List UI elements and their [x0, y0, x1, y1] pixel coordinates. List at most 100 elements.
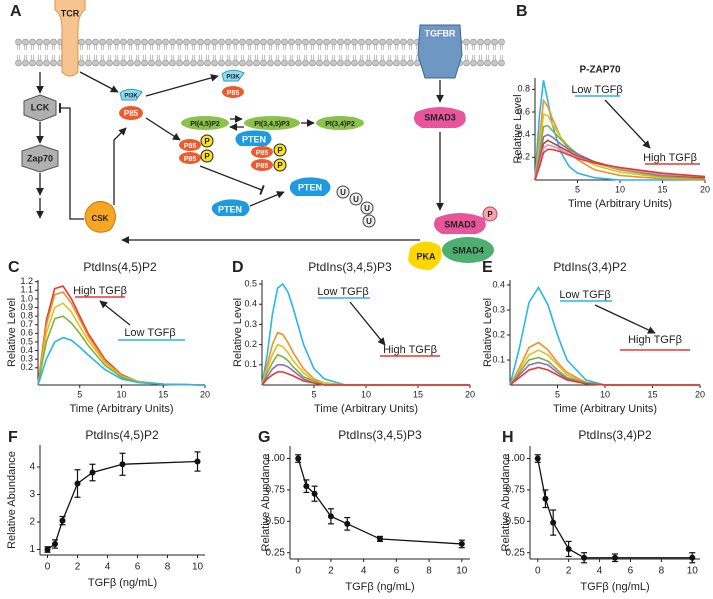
series-line — [509, 361, 700, 386]
annotation: High TGFβ — [383, 344, 437, 356]
node-label: PI3K — [226, 75, 240, 81]
x-tick-label: 20 — [700, 184, 710, 194]
y-tick-label: 1.00 — [266, 453, 286, 464]
y-tick-label: 0.75 — [506, 485, 526, 496]
x-tick-label: 4 — [361, 566, 367, 577]
x-tick-label: 10 — [116, 389, 126, 399]
series-line — [37, 285, 206, 386]
node-label: PI(3,4,5)P3 — [254, 121, 290, 128]
y-axis-label: Relative Abundance — [260, 454, 272, 552]
diagram: A TCR LCK Zap70 CSK PI3K P85 PI3K P85 PI… — [10, 0, 505, 270]
y-tick-label: 0.3 — [244, 319, 257, 329]
data-point — [377, 535, 383, 542]
arrow — [145, 74, 219, 97]
node-label: PTEN — [242, 134, 266, 144]
annotation: Low TGFβ — [317, 286, 368, 298]
node-label: U — [353, 195, 359, 204]
panel-label: G — [258, 429, 270, 446]
node-label: P85 — [227, 90, 240, 97]
y-tick-label: 0.4 — [20, 345, 33, 355]
inhibit — [199, 165, 265, 195]
series-line — [534, 80, 705, 181]
y-axis-label: Relative Abundance — [500, 454, 512, 552]
series-line — [509, 356, 700, 386]
x-tick-label: 6 — [394, 566, 400, 577]
data-point — [295, 455, 302, 462]
node-label: PKA — [416, 251, 436, 261]
y-tick-label: 1 — [29, 544, 35, 555]
node-label: TCR — [61, 8, 80, 18]
y-tick-label: 0.2 — [244, 339, 257, 349]
y-tick-label: 0.2 — [517, 152, 530, 162]
series-line — [534, 113, 706, 181]
chart: B P-ZAP70 Relative Level Time (Arbitrary Un… — [512, 3, 710, 210]
pten — [289, 177, 331, 196]
annotation-arrow — [594, 304, 656, 334]
x-tick-label: 20 — [200, 389, 210, 399]
phospho — [200, 134, 214, 148]
phospho — [273, 158, 287, 172]
y-tick-label: 1.1 — [20, 285, 33, 295]
annotation: High TGFβ — [73, 285, 127, 297]
node-label: SMAD3 — [444, 219, 476, 229]
tgfbr — [417, 24, 463, 79]
x-tick-label: 15 — [413, 389, 423, 399]
y-tick-label: 1.0 — [20, 293, 33, 303]
lipid — [244, 116, 300, 130]
node-label: TGFBR — [425, 28, 456, 38]
data-point — [534, 455, 541, 462]
inhibit — [59, 103, 84, 220]
node-label: P — [204, 137, 210, 146]
p85 — [179, 139, 201, 151]
y-tick-label: 0.1 — [244, 359, 257, 369]
node-label: P85 — [184, 143, 197, 150]
node-label: PTEN — [218, 204, 242, 214]
p85 — [222, 86, 244, 98]
node-label: U — [366, 217, 372, 226]
data-point — [44, 546, 51, 553]
data-point — [303, 483, 310, 490]
chart-title: PtdIns(3,4)P2 — [578, 428, 652, 442]
node-label: PI3K — [124, 94, 138, 100]
smad3 — [414, 107, 466, 128]
y-tick-label: 0.8 — [517, 84, 530, 94]
x-axis-label: Time (Arbitrary Units) — [568, 198, 672, 210]
x-tick-label: 8 — [165, 562, 171, 573]
chart: H PtdIns(3,4)P2 Relative Abundance TGFβ (ng… — [500, 428, 700, 593]
chart-title: PtdIns(3,4)P2 — [553, 260, 627, 274]
x-tick-label: 5 — [555, 389, 560, 399]
y-tick-label: 0.2 — [20, 362, 33, 372]
x-tick-label: 6 — [628, 566, 634, 577]
ubiquitin — [336, 185, 350, 199]
x-tick-label: 0 — [535, 566, 541, 577]
x-tick-label: 10 — [192, 562, 204, 573]
y-tick-label: 2 — [29, 517, 35, 528]
y-tick-label: 0.6 — [517, 106, 530, 116]
x-axis-label: TGFβ (ng/mL) — [345, 581, 414, 593]
p85 — [119, 106, 143, 120]
csk — [84, 201, 116, 233]
arrow — [113, 127, 127, 205]
annotation: Low TGFβ — [559, 289, 610, 301]
chart: E PtdIns(3,4)P2 Relative Level Time (Arbitr… — [482, 259, 705, 415]
series-line — [537, 458, 693, 559]
x-tick-label: 8 — [659, 566, 665, 577]
x-tick-label: 6 — [135, 562, 141, 573]
node-label: P — [204, 152, 210, 161]
chart-title: PtdIns(4,5)P2 — [85, 428, 159, 442]
data-point — [52, 541, 58, 547]
annotation-arrow — [99, 300, 131, 326]
data-point — [194, 458, 201, 465]
node-label: U — [364, 204, 370, 213]
x-tick-label: 0 — [295, 566, 301, 577]
x-tick-label: 10 — [456, 566, 468, 577]
x-tick-label: 8 — [426, 566, 432, 577]
x-tick-label: 10 — [600, 389, 610, 399]
series-line — [534, 124, 706, 181]
y-tick-label: 0.4 — [492, 279, 505, 289]
y-tick-label: 0.3 — [492, 304, 505, 314]
data-point — [550, 519, 557, 526]
tcr — [54, 0, 86, 77]
p85 — [179, 152, 201, 164]
